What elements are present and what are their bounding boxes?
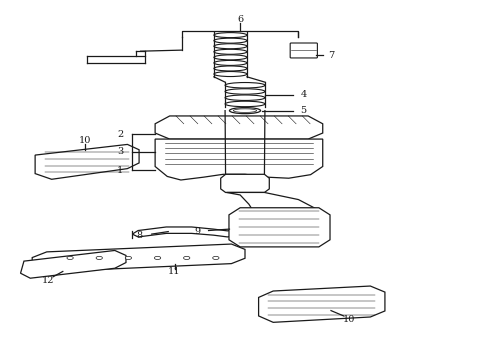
Ellipse shape xyxy=(214,49,247,54)
Polygon shape xyxy=(229,208,330,247)
Ellipse shape xyxy=(214,66,247,71)
Ellipse shape xyxy=(154,256,161,260)
Polygon shape xyxy=(226,193,322,233)
Polygon shape xyxy=(132,227,237,237)
Ellipse shape xyxy=(67,256,74,260)
Ellipse shape xyxy=(214,60,247,66)
Text: 8: 8 xyxy=(137,231,143,240)
Text: 7: 7 xyxy=(329,51,335,60)
Polygon shape xyxy=(259,286,385,322)
Ellipse shape xyxy=(214,44,247,49)
Text: 6: 6 xyxy=(237,15,243,24)
Polygon shape xyxy=(155,116,323,139)
Ellipse shape xyxy=(214,72,247,77)
Text: 4: 4 xyxy=(300,90,307,99)
Polygon shape xyxy=(220,174,270,193)
Ellipse shape xyxy=(96,256,102,260)
Ellipse shape xyxy=(125,256,131,260)
Polygon shape xyxy=(155,139,323,180)
Text: 1: 1 xyxy=(117,166,123,175)
Ellipse shape xyxy=(214,33,247,37)
Text: 9: 9 xyxy=(194,227,200,236)
Text: 12: 12 xyxy=(42,276,54,285)
Ellipse shape xyxy=(225,89,265,94)
Polygon shape xyxy=(35,144,139,179)
Ellipse shape xyxy=(184,256,190,260)
Ellipse shape xyxy=(233,109,257,112)
Text: 10: 10 xyxy=(343,315,356,324)
Ellipse shape xyxy=(214,38,247,43)
Ellipse shape xyxy=(213,256,219,260)
Text: 11: 11 xyxy=(168,267,181,276)
Ellipse shape xyxy=(214,55,247,60)
Ellipse shape xyxy=(225,82,265,88)
Ellipse shape xyxy=(229,108,261,114)
Polygon shape xyxy=(21,251,126,278)
Text: 5: 5 xyxy=(300,106,307,115)
Text: 10: 10 xyxy=(78,136,91,145)
Text: 2: 2 xyxy=(117,130,123,139)
Ellipse shape xyxy=(225,95,265,100)
Ellipse shape xyxy=(225,101,265,107)
Text: 3: 3 xyxy=(117,147,123,156)
FancyBboxPatch shape xyxy=(290,43,318,58)
Polygon shape xyxy=(32,244,245,272)
